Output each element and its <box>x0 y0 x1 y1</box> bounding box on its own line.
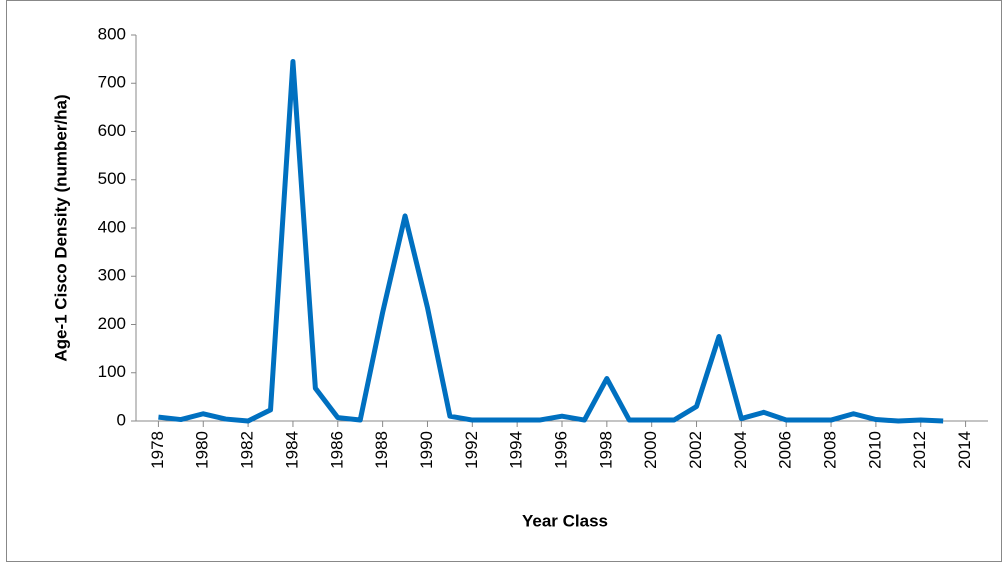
line-series <box>158 59 944 424</box>
x-tick-label: 2010 <box>865 431 884 469</box>
x-tick-label: 2014 <box>955 431 974 469</box>
x-tick-label: 2012 <box>910 431 929 469</box>
x-tick-label: 1988 <box>372 431 391 469</box>
x-tick-label: 1980 <box>193 431 212 469</box>
y-tick-label: 600 <box>98 121 126 140</box>
y-tick-label: 700 <box>98 73 126 92</box>
x-tick-label: 2000 <box>641 431 660 469</box>
y-tick-label: 100 <box>98 362 126 381</box>
y-tick-label: 500 <box>98 169 126 188</box>
x-tick-label: 1992 <box>462 431 481 469</box>
y-axis-title: Age-1 Cisco Density (number/ha) <box>51 94 70 361</box>
y-tick-label: 400 <box>98 217 126 236</box>
x-tick-label: 1998 <box>596 431 615 469</box>
y-tick-label: 300 <box>98 266 126 285</box>
x-tick-label: 1990 <box>417 431 436 469</box>
y-tick-label: 800 <box>98 24 126 43</box>
x-tick-label: 2002 <box>686 431 705 469</box>
x-tick-label: 1984 <box>282 431 301 469</box>
chart-frame <box>6 0 1002 562</box>
x-tick-label: 2004 <box>731 431 750 469</box>
x-tick-label: 1982 <box>238 431 257 469</box>
y-tick-label: 0 <box>117 410 126 429</box>
x-tick-label: 2008 <box>821 431 840 469</box>
x-tick-label: 1996 <box>551 431 570 469</box>
x-tick-label: 1986 <box>327 431 346 469</box>
y-tick-label: 200 <box>98 314 126 333</box>
x-tick-label: 1978 <box>148 431 167 469</box>
x-axis-title: Year Class <box>522 511 608 530</box>
x-tick-label: 2006 <box>776 431 795 469</box>
x-tick-label: 1994 <box>507 431 526 469</box>
